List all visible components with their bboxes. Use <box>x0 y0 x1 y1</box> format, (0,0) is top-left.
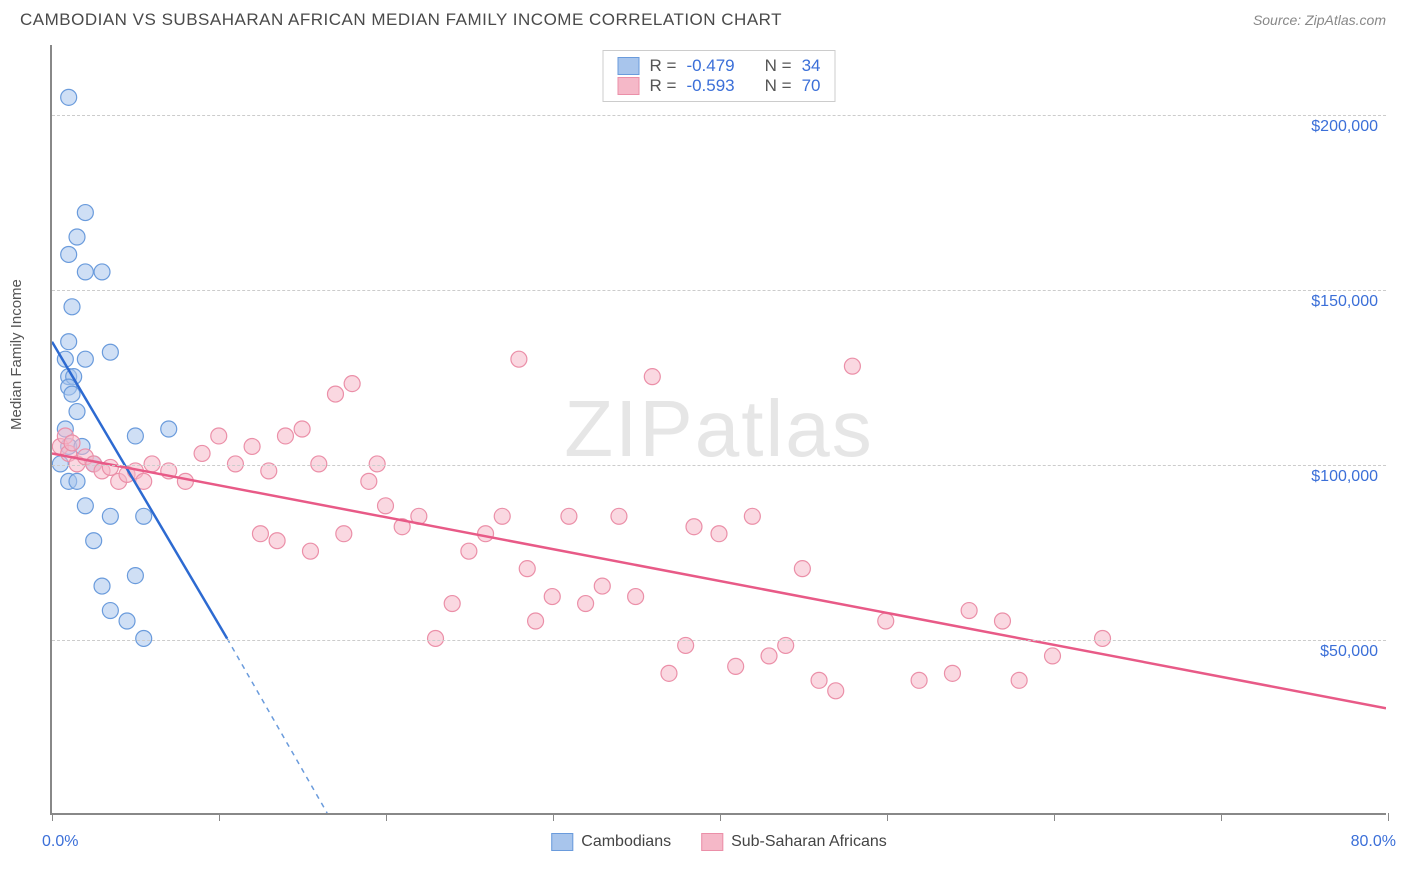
legend-item-ssa: Sub-Saharan Africans <box>701 833 887 851</box>
x-tick <box>1054 813 1055 821</box>
n-value-ssa: 70 <box>802 76 821 96</box>
legend-swatch-ssa-icon <box>701 833 723 851</box>
r-value-ssa: -0.593 <box>686 76 734 96</box>
x-tick <box>720 813 721 821</box>
legend-item-cambodians: Cambodians <box>551 833 671 851</box>
swatch-cambodians-icon <box>618 57 640 75</box>
legend-label-cambodians: Cambodians <box>581 833 671 851</box>
x-tick <box>219 813 220 821</box>
grid-line <box>52 640 1386 641</box>
r-value-cambodians: -0.479 <box>686 56 734 76</box>
swatch-ssa-icon <box>618 77 640 95</box>
x-axis-min-label: 0.0% <box>42 833 78 851</box>
chart-title: CAMBODIAN VS SUBSAHARAN AFRICAN MEDIAN F… <box>20 10 782 30</box>
x-tick <box>553 813 554 821</box>
legend-label-ssa: Sub-Saharan Africans <box>731 833 887 851</box>
n-value-cambodians: 34 <box>802 56 821 76</box>
chart-header: CAMBODIAN VS SUBSAHARAN AFRICAN MEDIAN F… <box>0 0 1406 35</box>
y-tick-label: $150,000 <box>1311 293 1378 311</box>
legend-swatch-cambodians-icon <box>551 833 573 851</box>
x-tick <box>1388 813 1389 821</box>
x-axis-max-label: 80.0% <box>1351 833 1396 851</box>
correlation-row-cambodians: R = -0.479 N = 34 <box>618 56 821 76</box>
chart-source: Source: ZipAtlas.com <box>1253 12 1386 28</box>
x-tick <box>52 813 53 821</box>
x-tick <box>386 813 387 821</box>
chart-plot-area: ZIPatlas R = -0.479 N = 34 R = -0.593 N … <box>50 45 1386 815</box>
grid-line <box>52 465 1386 466</box>
y-tick-label: $50,000 <box>1320 643 1378 661</box>
grid-line <box>52 290 1386 291</box>
correlation-legend: R = -0.479 N = 34 R = -0.593 N = 70 <box>603 50 836 102</box>
scatter-svg <box>52 45 1386 813</box>
y-tick-label: $200,000 <box>1311 118 1378 136</box>
y-tick-label: $100,000 <box>1311 468 1378 486</box>
series-legend: Cambodians Sub-Saharan Africans <box>551 833 886 851</box>
y-axis-label: Median Family Income <box>8 279 25 430</box>
x-tick <box>887 813 888 821</box>
grid-line <box>52 115 1386 116</box>
x-tick <box>1221 813 1222 821</box>
correlation-row-ssa: R = -0.593 N = 70 <box>618 76 821 96</box>
